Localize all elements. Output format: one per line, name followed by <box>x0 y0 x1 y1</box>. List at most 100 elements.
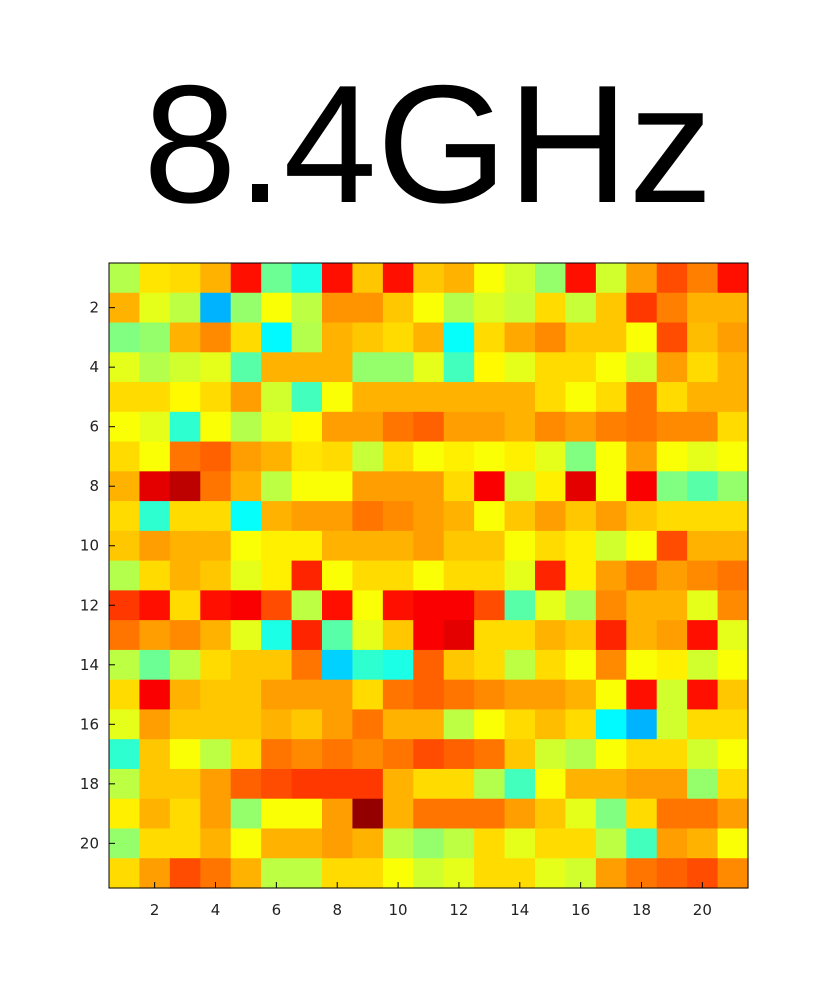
heatmap-cell <box>443 322 475 353</box>
heatmap-cell <box>261 590 293 621</box>
heatmap-cell <box>200 739 232 770</box>
x-axis: 2 4 6 8 10 12 14 16 18 20 <box>150 882 712 919</box>
heatmap-cell <box>443 620 475 651</box>
heatmap-cell <box>169 679 201 711</box>
heatmap-cell <box>230 828 262 859</box>
heatmap-cell <box>139 590 171 621</box>
heatmap-cell <box>322 739 354 770</box>
heatmap-cell <box>352 590 384 621</box>
heatmap-cell <box>291 352 323 383</box>
heatmap-cell <box>474 679 506 711</box>
y-tick-label: 14 <box>80 656 99 674</box>
heatmap-cell <box>474 530 506 562</box>
heatmap-cell <box>261 352 293 383</box>
heatmap-cell <box>413 828 445 859</box>
heatmap-cell <box>109 263 141 294</box>
chart-title: 8.4GHz <box>143 50 713 238</box>
heatmap-cell <box>382 263 414 294</box>
heatmap-cell <box>443 441 475 472</box>
heatmap-cell <box>626 828 658 859</box>
heatmap-cell <box>474 292 506 324</box>
heatmap-cell <box>656 768 688 800</box>
heatmap-cell <box>261 411 293 443</box>
y-tick-label: 18 <box>80 775 99 793</box>
heatmap-cell <box>535 768 567 800</box>
heatmap-cell <box>139 620 171 651</box>
heatmap-cell <box>595 292 627 324</box>
heatmap-cell <box>595 649 627 681</box>
heatmap-cell <box>139 471 171 502</box>
heatmap-cell <box>687 709 719 740</box>
heatmap-cell <box>626 739 658 770</box>
heatmap-cell <box>474 590 506 621</box>
heatmap-cell <box>717 590 749 621</box>
heatmap-cell <box>200 352 232 383</box>
heatmap-cell <box>352 709 384 740</box>
heatmap-cell <box>291 768 323 800</box>
heatmap-cell <box>565 263 597 294</box>
heatmap-cell <box>413 530 445 562</box>
heatmap-cell <box>169 709 201 740</box>
heatmap-cell <box>474 382 506 413</box>
heatmap-cell <box>535 739 567 770</box>
x-tick-label: 20 <box>693 901 712 919</box>
heatmap-cell <box>535 352 567 383</box>
heatmap-cell <box>474 352 506 383</box>
heatmap-cell <box>230 768 262 800</box>
heatmap-cell <box>200 322 232 353</box>
heatmap-cell <box>626 441 658 472</box>
heatmap-cell <box>200 411 232 443</box>
heatmap-cell <box>230 382 262 413</box>
heatmap-cell <box>504 679 536 711</box>
heatmap-cell <box>504 352 536 383</box>
heatmap-cell <box>565 322 597 353</box>
heatmap-cell <box>504 560 536 591</box>
heatmap-cell <box>261 501 293 532</box>
heatmap-cell <box>382 411 414 443</box>
heatmap-cell <box>382 441 414 472</box>
heatmap-cell <box>443 709 475 740</box>
heatmap-cell <box>443 590 475 621</box>
heatmap-cell <box>565 411 597 443</box>
heatmap-cell <box>261 322 293 353</box>
y-tick-label: 4 <box>89 358 99 376</box>
heatmap-cell <box>291 292 323 324</box>
heatmap-cell <box>139 828 171 859</box>
heatmap-cell <box>504 263 536 294</box>
heatmap-cell <box>474 828 506 859</box>
heatmap-cell <box>595 322 627 353</box>
heatmap-cell <box>565 560 597 591</box>
heatmap-cell <box>687 798 719 830</box>
x-tick-label: 12 <box>449 901 468 919</box>
heatmap-cell <box>291 679 323 711</box>
heatmap-cell <box>291 471 323 502</box>
heatmap-cell <box>139 679 171 711</box>
heatmap-cell <box>656 709 688 740</box>
heatmap-cell <box>230 739 262 770</box>
heatmap-cell <box>413 858 445 889</box>
heatmap-cell <box>626 322 658 353</box>
heatmap-cell <box>413 590 445 621</box>
heatmap-cell <box>139 560 171 591</box>
heatmap-cell <box>261 471 293 502</box>
heatmap-cell <box>626 382 658 413</box>
heatmap-cell <box>382 709 414 740</box>
heatmap-cell <box>169 441 201 472</box>
heatmap-cell <box>474 263 506 294</box>
heatmap-cell <box>139 530 171 562</box>
heatmap-cell <box>352 620 384 651</box>
heatmap-cell <box>474 411 506 443</box>
heatmap-cell <box>291 263 323 294</box>
heatmap-cell <box>413 798 445 830</box>
heatmap-cell <box>443 411 475 443</box>
heatmap-cell <box>230 858 262 889</box>
heatmap-cell <box>717 709 749 740</box>
heatmap-cell <box>626 352 658 383</box>
heatmap-cell <box>230 560 262 591</box>
heatmap-cell <box>291 530 323 562</box>
heatmap-cell <box>595 263 627 294</box>
heatmap-cell <box>565 768 597 800</box>
heatmap-cell <box>382 739 414 770</box>
heatmap-cell <box>322 649 354 681</box>
